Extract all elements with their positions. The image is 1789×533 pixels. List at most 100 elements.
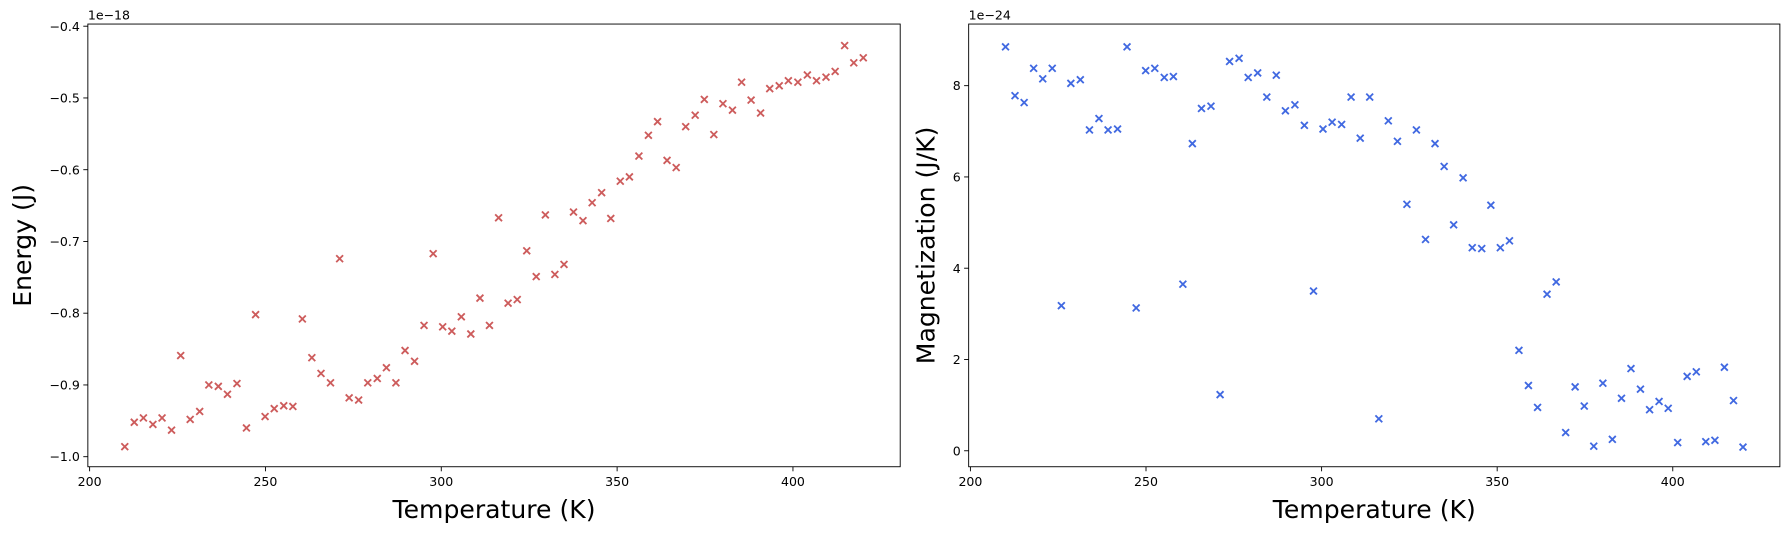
point — [1701, 437, 1710, 446]
point — [1262, 93, 1271, 102]
point — [1626, 364, 1636, 373]
point — [1589, 442, 1598, 451]
point — [1505, 236, 1514, 245]
point — [1402, 200, 1411, 209]
point — [466, 329, 475, 339]
point — [223, 390, 232, 399]
point — [672, 163, 681, 172]
point — [606, 214, 615, 223]
point — [1440, 162, 1449, 171]
point — [859, 53, 868, 62]
point — [1038, 74, 1047, 83]
point — [709, 130, 718, 139]
x-tick-label: 350 — [605, 474, 629, 489]
point — [1010, 91, 1020, 100]
point — [1645, 405, 1654, 414]
point — [559, 260, 569, 269]
axes: 200 250 300 350 400 0 2 4 6 8 1e−24 Temperature (K)… — [911, 7, 1781, 524]
point — [1459, 173, 1468, 182]
point — [326, 378, 335, 387]
point — [148, 420, 157, 429]
point — [1309, 286, 1318, 296]
y-tick-label: −0.7 — [49, 234, 79, 249]
point — [1617, 394, 1626, 403]
y-tick-label: 0 — [953, 443, 961, 458]
y-tick-label: −1.0 — [49, 449, 79, 464]
point — [1197, 104, 1206, 113]
axes: 200 250 300 350 400 −1.0 −0.9 −0.8 −0.7 −0.6 −0.5 −… — [8, 7, 901, 524]
point — [1720, 363, 1729, 372]
x-tick-label: 400 — [781, 474, 805, 489]
point — [1104, 125, 1113, 134]
point — [204, 380, 213, 390]
point — [1029, 64, 1038, 73]
point — [1150, 64, 1159, 73]
point — [167, 426, 176, 435]
point — [157, 413, 167, 423]
point — [288, 402, 297, 411]
point — [1001, 42, 1010, 51]
point — [1244, 73, 1253, 82]
point — [373, 374, 382, 383]
point — [1561, 428, 1570, 437]
point — [1710, 436, 1719, 445]
point — [1552, 277, 1561, 286]
point — [335, 254, 344, 263]
y-tick-label: −0.6 — [49, 162, 79, 177]
point — [747, 96, 756, 105]
x-axis-label: Temperature (K) — [392, 495, 596, 524]
point — [1412, 125, 1421, 134]
point — [756, 108, 765, 118]
point — [139, 413, 148, 423]
point — [354, 395, 363, 405]
point — [307, 353, 316, 362]
point — [1085, 125, 1094, 134]
point — [541, 210, 550, 219]
point — [1272, 71, 1281, 80]
point — [1328, 118, 1337, 127]
offset-text: 1e−24 — [969, 7, 1011, 22]
point — [1122, 42, 1132, 51]
y-tick-label: −0.4 — [49, 19, 79, 34]
point — [1449, 220, 1458, 229]
point — [625, 172, 634, 181]
y-tick-label: −0.8 — [49, 306, 79, 321]
point — [1477, 244, 1486, 253]
point — [1253, 68, 1262, 77]
point — [1393, 137, 1402, 146]
point — [1216, 390, 1225, 399]
point — [457, 312, 466, 321]
point — [1374, 414, 1383, 423]
point — [120, 442, 129, 451]
point — [1076, 75, 1085, 84]
point — [261, 412, 270, 421]
point — [1169, 72, 1178, 81]
point — [718, 99, 728, 108]
x-tick-label: 200 — [78, 474, 102, 489]
point — [1132, 303, 1141, 312]
point — [1281, 106, 1290, 115]
point — [1356, 134, 1365, 143]
point — [419, 321, 429, 330]
y-axis-label: Energy (J) — [8, 184, 37, 307]
y-tick-label: 2 — [953, 352, 961, 367]
point — [1468, 243, 1477, 252]
point — [793, 78, 802, 87]
point — [634, 151, 643, 161]
point — [1673, 438, 1682, 447]
x-tick-label: 250 — [253, 474, 277, 489]
point — [1347, 93, 1356, 102]
point — [410, 357, 419, 366]
point — [1608, 435, 1617, 444]
x-axis-label: Temperature (K) — [1272, 495, 1476, 524]
point — [1655, 397, 1664, 406]
y-axis-label: Magnetization (J/K) — [911, 127, 940, 365]
point — [784, 76, 793, 85]
point — [765, 84, 774, 93]
point — [447, 327, 456, 336]
point — [522, 246, 531, 255]
point — [662, 156, 672, 165]
point — [485, 321, 494, 330]
point — [849, 58, 858, 67]
